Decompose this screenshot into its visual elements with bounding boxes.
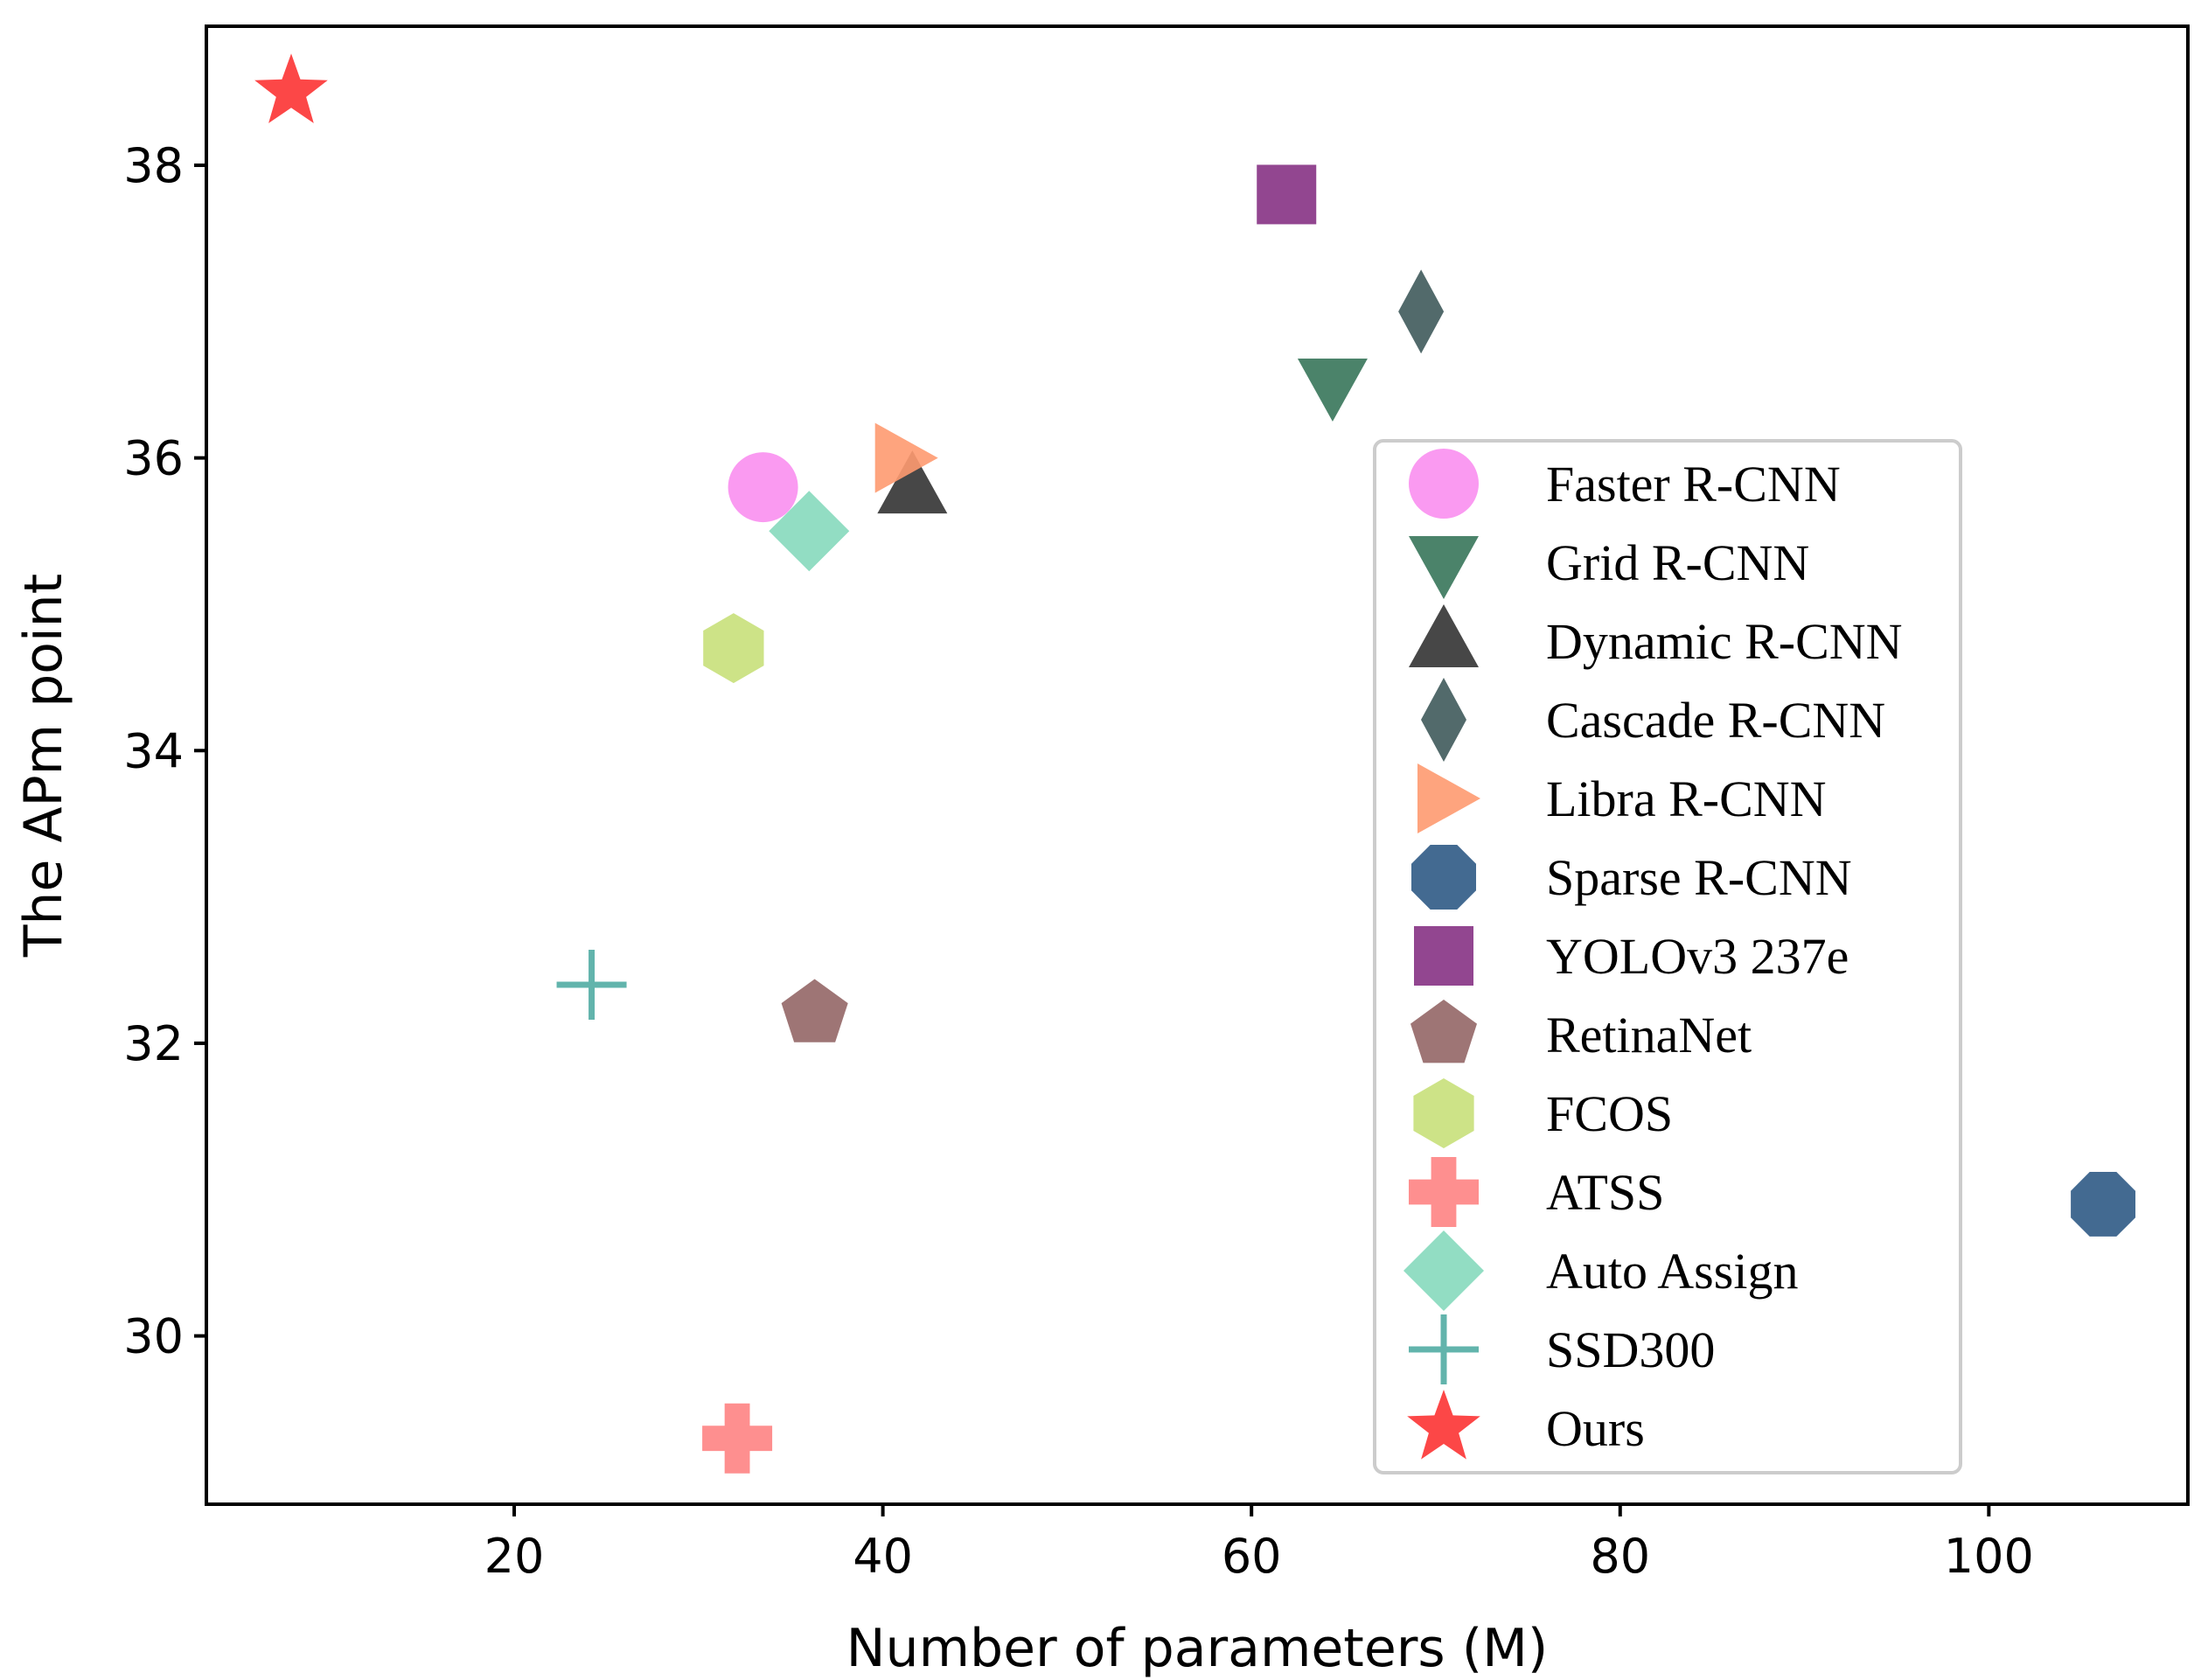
point-retinanet [781, 979, 848, 1042]
legend-marker-fcos [1413, 1078, 1474, 1148]
legend-marker-faster-r-cnn [1409, 449, 1479, 519]
legend-marker-dynamic-r-cnn [1409, 604, 1479, 667]
legend-label-faster-r-cnn: Faster R-CNN [1546, 456, 1841, 512]
legend-marker-yolov3-237e [1414, 926, 1473, 986]
legend-label-auto-assign: Auto Assign [1546, 1243, 1798, 1300]
legend-marker-retinanet [1410, 1000, 1477, 1063]
x-tick-label: 20 [484, 1529, 545, 1584]
legend-marker-grid-r-cnn [1409, 536, 1479, 599]
legend: Faster R-CNN Grid R-CNN Dynamic R-CNN Casca… [1373, 439, 1962, 1474]
point-ssd300 [556, 949, 627, 1020]
x-tick-label: 80 [1590, 1529, 1650, 1584]
point-cascade-r-cnn [1398, 269, 1445, 354]
point-sparse-r-cnn [2071, 1172, 2135, 1237]
data-points [254, 53, 2135, 1474]
legend-label-ours: Ours [1546, 1400, 1645, 1457]
legend-label-grid-r-cnn: Grid R-CNN [1546, 534, 1809, 591]
point-yolov3-237e [1257, 164, 1317, 225]
legend-marker-sparse-r-cnn [1411, 845, 1476, 910]
y-axis-ticks: 30 32 34 36 38 [123, 138, 206, 1364]
legend-label-dynamic-r-cnn: Dynamic R-CNN [1546, 613, 1903, 670]
x-tick-label: 100 [1944, 1529, 2034, 1584]
legend-frame [1373, 439, 1962, 1474]
point-ours [254, 53, 328, 123]
legend-marker-ssd300 [1409, 1314, 1479, 1384]
legend-label-fcos: FCOS [1546, 1085, 1673, 1142]
x-axis-ticks: 20 40 60 80 100 [484, 1504, 2034, 1584]
point-faster-r-cnn [728, 452, 798, 523]
y-tick-label: 34 [123, 723, 184, 778]
y-tick-label: 32 [123, 1016, 184, 1071]
point-fcos [703, 613, 764, 684]
x-tick-label: 60 [1222, 1529, 1282, 1584]
legend-label-cascade-r-cnn: Cascade R-CNN [1546, 692, 1885, 749]
legend-label-libra-r-cnn: Libra R-CNN [1546, 770, 1827, 827]
x-tick-label: 40 [853, 1529, 913, 1584]
y-tick-label: 30 [123, 1309, 184, 1364]
plot-frame [205, 24, 2190, 1506]
legend-marker-atss [1409, 1157, 1479, 1227]
legend-label-sparse-r-cnn: Sparse R-CNN [1546, 849, 1852, 906]
legend-label-retinanet: RetinaNet [1546, 1007, 1752, 1063]
legend-marker-cascade-r-cnn [1421, 678, 1466, 762]
point-grid-r-cnn [1297, 358, 1368, 422]
x-axis-label: Number of parameters (M) [846, 1618, 1549, 1679]
legend-label-yolov3-237e: YOLOv3 237e [1546, 928, 1849, 985]
point-atss [702, 1403, 773, 1474]
y-tick-label: 36 [123, 431, 184, 486]
legend-marker-auto-assign [1403, 1230, 1484, 1311]
legend-label-ssd300: SSD300 [1546, 1321, 1715, 1378]
legend-label-atss: ATSS [1546, 1164, 1664, 1221]
point-libra-r-cnn [874, 422, 938, 493]
legend-marker-ours [1407, 1390, 1480, 1460]
y-axis-label: The APm point [13, 574, 74, 958]
legend-marker-libra-r-cnn [1417, 763, 1480, 833]
point-auto-assign [769, 491, 850, 572]
y-tick-label: 38 [123, 138, 184, 193]
point-dynamic-r-cnn [877, 450, 948, 514]
